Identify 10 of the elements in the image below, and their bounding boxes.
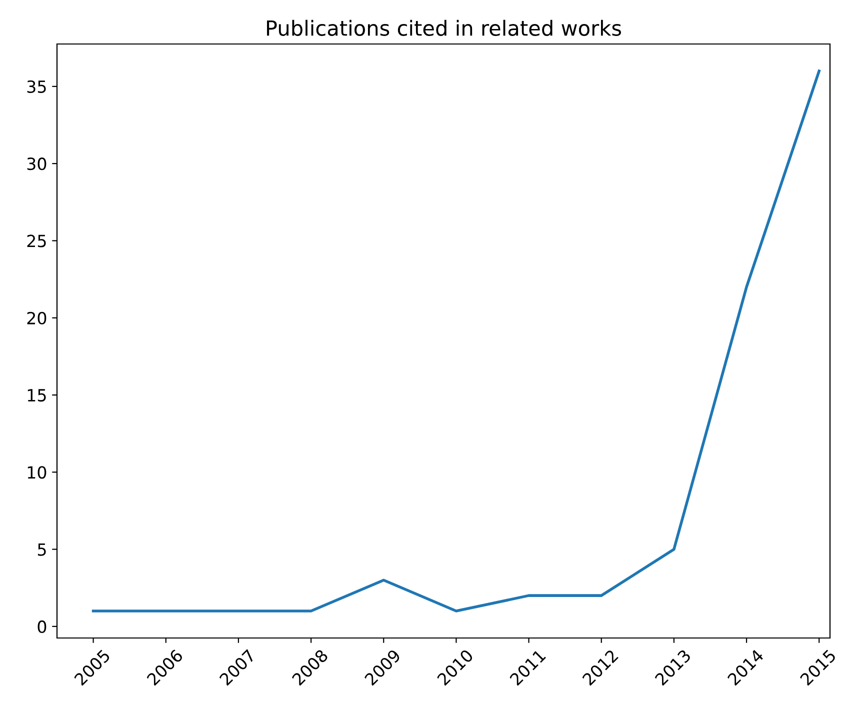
y-tick-label: 30 [27,158,46,170]
y-tick-label: 35 [27,80,46,93]
y-tick-label: 5 [38,543,46,556]
line-series [92,70,821,612]
y-tick-label: 20 [27,312,46,324]
y-tick-label: 10 [28,466,46,479]
y-tick-label: 25 [27,234,46,248]
y-tick-label: 15 [28,389,46,402]
y-tick-label: 0 [38,620,46,633]
chart-title: Publications cited in related works [267,20,622,36]
